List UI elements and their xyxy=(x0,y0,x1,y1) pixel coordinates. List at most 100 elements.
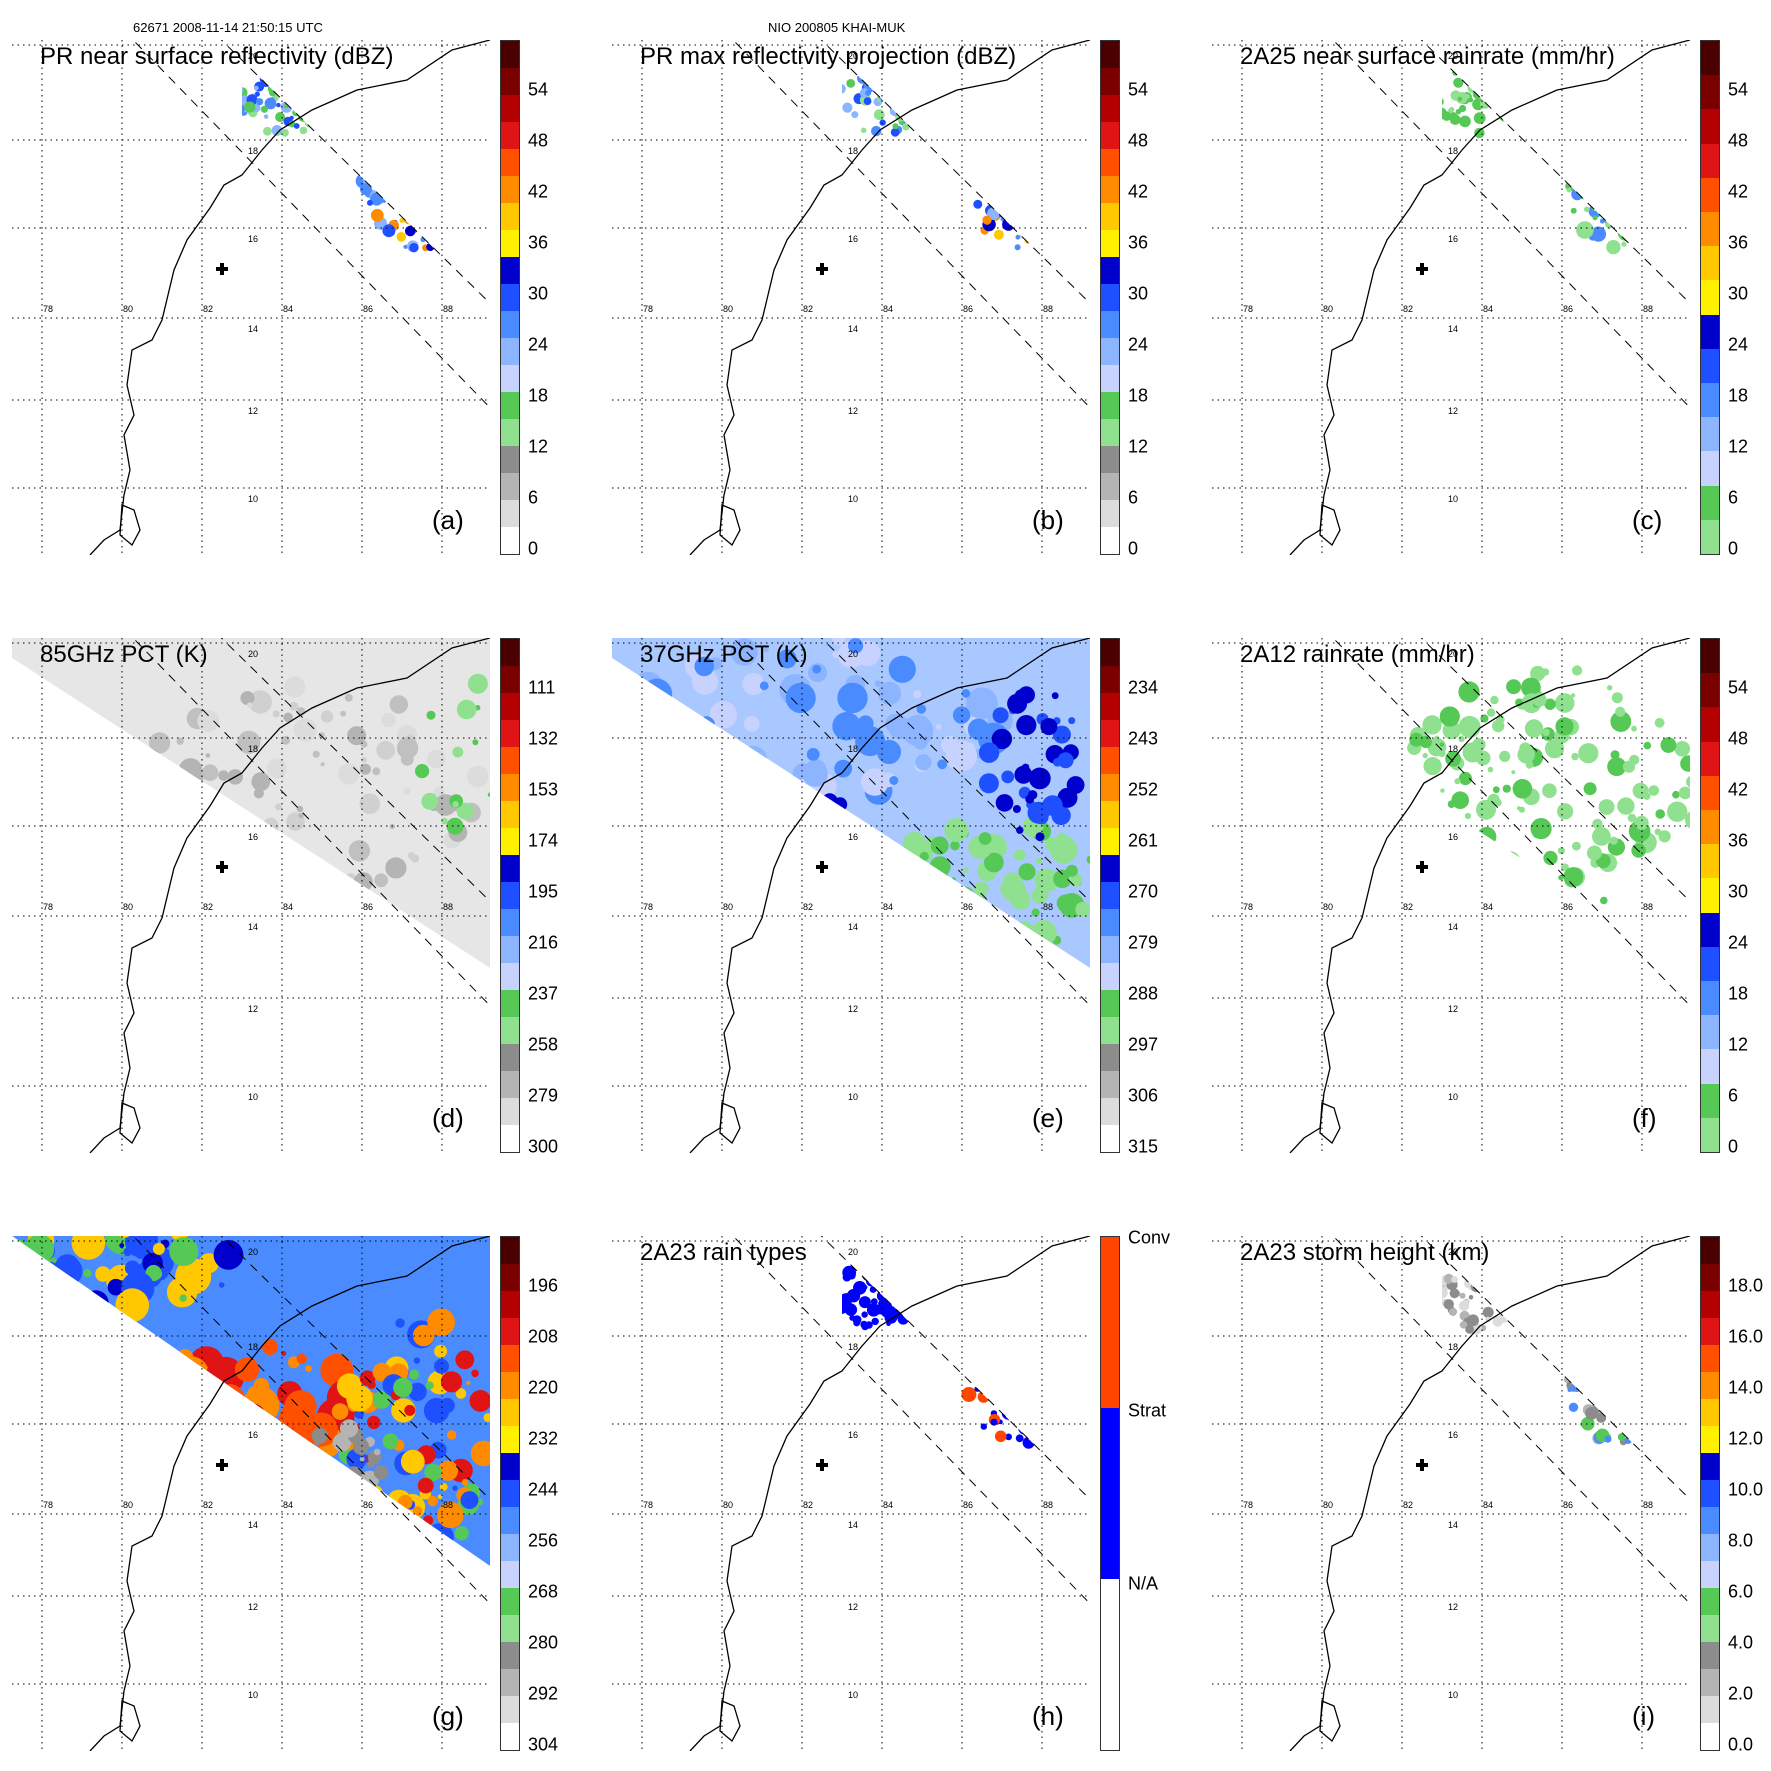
colorbar-segment xyxy=(1701,1291,1719,1318)
swath-edge xyxy=(1420,1236,1690,1500)
panel-title: 2A23 rain types xyxy=(640,1239,807,1266)
colorbar-segment xyxy=(1701,383,1719,418)
colorbar-segment xyxy=(1101,801,1119,828)
lon-label: 82 xyxy=(203,902,213,912)
colorbar-segment xyxy=(1101,774,1119,801)
lat-label: 14 xyxy=(848,922,858,932)
lat-label: 18 xyxy=(248,1342,258,1352)
data-field xyxy=(612,638,1090,968)
colorbar-tick-label: 270 xyxy=(1128,881,1159,902)
colorbar-segment xyxy=(1101,1044,1119,1071)
colorbar-tick-label: 195 xyxy=(528,881,559,902)
colorbar-tick-label: 300 xyxy=(528,1136,559,1157)
colorbar-segment xyxy=(1701,1642,1719,1669)
swath-edge xyxy=(220,638,490,902)
lon-label: 80 xyxy=(123,304,133,314)
coastline xyxy=(1289,40,1690,555)
colorbar-segment xyxy=(501,1098,519,1125)
lon-label: 86 xyxy=(963,902,973,912)
colorbar-segment xyxy=(1101,95,1119,122)
colorbar-segment xyxy=(1101,1579,1119,1750)
colorbar-segment xyxy=(501,963,519,990)
lon-label: 80 xyxy=(1323,1500,1333,1510)
lat-label: 20 xyxy=(248,649,258,659)
colorbar-tick-label: 6 xyxy=(1728,487,1739,508)
panel-label: (b) xyxy=(1032,505,1064,535)
colorbar-segment xyxy=(1701,1723,1719,1750)
colorbar-segment xyxy=(1701,741,1719,776)
colorbar-segment xyxy=(1701,177,1719,212)
lat-label: 10 xyxy=(1448,494,1458,504)
colorbar-tick-label: 36 xyxy=(528,232,549,253)
storm-center-marker xyxy=(216,861,228,873)
swath-edge xyxy=(220,1236,490,1500)
colorbar-segment xyxy=(1701,1615,1719,1642)
colorbar-segment xyxy=(1101,176,1119,203)
lon-label: 80 xyxy=(723,304,733,314)
colorbar-tick-label: 256 xyxy=(528,1530,559,1551)
colorbar-segment xyxy=(501,720,519,747)
swath-edge xyxy=(1420,638,1690,902)
storm-center-marker xyxy=(816,263,828,275)
colorbar-segment xyxy=(501,1534,519,1561)
colorbar-tick-label: 174 xyxy=(528,830,559,851)
colorbar-segment xyxy=(1101,963,1119,990)
colorbar-tick-label: 54 xyxy=(1728,79,1749,100)
lat-label: 20 xyxy=(248,51,258,61)
lon-label: 78 xyxy=(1243,304,1253,314)
colorbar-segment xyxy=(1701,280,1719,315)
panel-label: (i) xyxy=(1632,1701,1656,1731)
colorbar-segment xyxy=(1101,122,1119,149)
panel-title: 85GHz PCT (K) xyxy=(40,641,208,668)
island-outline xyxy=(1319,1700,1341,1743)
lon-label: 88 xyxy=(1643,1500,1653,1510)
swath-edge xyxy=(1332,40,1690,409)
panel-label: (a) xyxy=(432,505,464,535)
lon-label: 86 xyxy=(363,902,373,912)
colorbar-segment xyxy=(1101,41,1119,68)
colorbar-tick-label: 42 xyxy=(1728,181,1749,202)
map-area: 78 80 82 84 86 88 20 18 16 14 12 10 xyxy=(12,40,490,555)
colorbar-tick-label: 8.0 xyxy=(1728,1530,1754,1551)
colorbar-segment xyxy=(501,311,519,338)
lon-label: 82 xyxy=(1403,1500,1413,1510)
lon-label: 88 xyxy=(443,1500,453,1510)
lon-label: 80 xyxy=(1323,304,1333,314)
colorbar-segment xyxy=(501,639,519,666)
lon-label: 78 xyxy=(1243,902,1253,912)
lat-label: 14 xyxy=(248,1520,258,1530)
colorbar-segment xyxy=(1701,1372,1719,1399)
colorbar-tick-label: 0 xyxy=(1728,538,1739,559)
colorbar-segment xyxy=(501,855,519,882)
colorbar-segment xyxy=(1101,392,1119,419)
colorbar-segment xyxy=(501,882,519,909)
lat-label: 18 xyxy=(848,1342,858,1352)
colorbar-segment xyxy=(1701,1049,1719,1084)
panel-label: (d) xyxy=(432,1103,464,1133)
swath-edge xyxy=(820,40,1090,304)
colorbar-tick-label: 12 xyxy=(1728,436,1749,457)
colorbar-segment xyxy=(501,747,519,774)
colorbar-segment xyxy=(501,936,519,963)
colorbar xyxy=(1700,40,1720,555)
lat-label: 10 xyxy=(248,494,258,504)
lon-label: 80 xyxy=(123,1500,133,1510)
colorbar-segment xyxy=(501,176,519,203)
colorbar-segment xyxy=(501,1291,519,1318)
colorbar-segment xyxy=(1701,912,1719,947)
lat-label: 10 xyxy=(848,1092,858,1102)
island-outline xyxy=(719,504,741,547)
lat-label: 12 xyxy=(1448,1602,1458,1612)
colorbar xyxy=(500,638,520,1153)
map-area: 78 80 82 84 86 88 20 18 16 14 12 10 xyxy=(612,40,1090,555)
colorbar-segment xyxy=(1101,284,1119,311)
colorbar-tick-label: 30 xyxy=(1728,881,1749,902)
colorbar-segment xyxy=(501,1044,519,1071)
colorbar-tick-label: 48 xyxy=(1128,130,1149,151)
lon-label: 88 xyxy=(1643,902,1653,912)
map-panel-b: 78 80 82 84 86 88 20 18 16 14 12 10 PR max reflectiv… xyxy=(600,0,1148,559)
lat-label: 14 xyxy=(1448,324,1458,334)
colorbar-segment xyxy=(1701,1507,1719,1534)
data-field xyxy=(12,638,490,968)
map-area: 78 80 82 84 86 88 20 18 16 14 12 10 xyxy=(1212,1236,1690,1751)
